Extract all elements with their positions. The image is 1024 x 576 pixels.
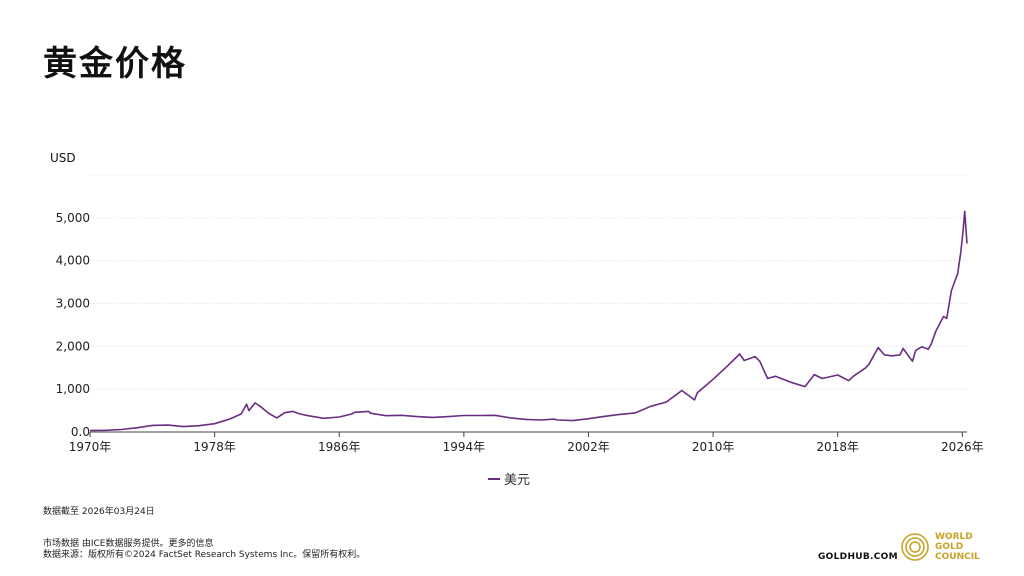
x-tick-label: 1970年 (69, 440, 112, 454)
x-tick-label: 2010年 (692, 440, 735, 454)
y-tick-label: 4,000 (56, 254, 90, 268)
logo-line-1: WORLD (935, 532, 973, 542)
series-line-usd (89, 210, 968, 432)
logo-line-2: GOLD (935, 542, 964, 552)
y-tick-label: 1,000 (56, 382, 90, 396)
y-tick-label: 3,000 (56, 297, 90, 311)
x-tick-label: 2002年 (567, 440, 610, 454)
y-tick-label: 2,000 (56, 339, 90, 353)
legend[interactable]: 美元 (488, 469, 530, 488)
source-line-2: 数据来源：版权所有©2024 FactSet Research Systems … (43, 550, 366, 560)
y-tick-label: 5,000 (56, 211, 90, 225)
legend-label: 美元 (504, 473, 531, 488)
x-tick-label: 2018年 (816, 440, 859, 454)
world-gold-council-logo[interactable]: WORLD GOLD COUNCIL (900, 532, 980, 562)
legend-swatch (488, 477, 500, 480)
x-tick-label: 1994年 (443, 440, 486, 454)
chart-title: 黄金价格 (43, 44, 187, 84)
x-tick-label: 1978年 (193, 440, 236, 454)
source-note: 市场数据 由ICE数据服务提供。更多的信息 数据来源：版权所有©2024 Fac… (43, 539, 365, 561)
source-line-1[interactable]: 市场数据 由ICE数据服务提供。更多的信息 (43, 539, 214, 549)
data-as-of: 数据截至 2026年03月24日 (43, 507, 155, 517)
x-tick-label: 1986年 (318, 440, 361, 454)
logo-text: WORLD GOLD COUNCIL (935, 532, 980, 562)
goldhub-link[interactable]: GOLDHUB.COM (818, 552, 898, 562)
y-tick-label: 0.0 (71, 425, 90, 439)
y-axis-unit-label: USD (50, 151, 76, 165)
wgc-rings-icon (901, 533, 929, 561)
x-tick-label: 2026年 (941, 440, 984, 454)
logo-line-3: COUNCIL (935, 552, 980, 562)
